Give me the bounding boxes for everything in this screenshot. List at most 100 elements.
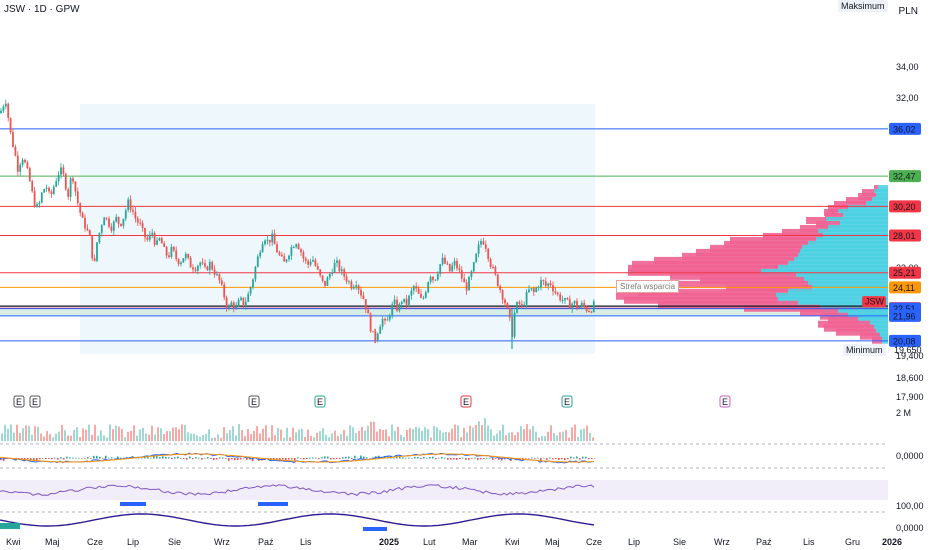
macd-histogram [369,458,371,459]
candle-body [60,167,62,175]
macd-histogram [237,458,239,461]
volume-bar [76,427,78,441]
volume-bar [592,437,594,441]
volume-bar [382,430,384,441]
candle-body [460,270,463,279]
macd-histogram [435,458,437,460]
candle-body [302,252,305,259]
x-axis-label: Lip [628,537,640,547]
candle-body [321,275,324,281]
vp-up-bar [798,300,888,308]
macd-histogram [102,458,104,459]
volume-bar [442,432,444,441]
vp-down-bar [628,264,778,272]
macd-histogram [99,456,101,459]
macd-histogram [459,458,461,460]
volume-bar [466,432,468,441]
macd-histogram [138,457,140,459]
candle-body [276,244,278,253]
level-badge-value: 20,08 [893,336,916,346]
macd-histogram [33,458,35,461]
vp-down-bar [846,197,872,205]
vp-up-bar [778,264,888,272]
candle-body [547,283,550,286]
candle-body [508,307,511,318]
vp-up-bar [788,288,888,296]
volume-bar [52,437,54,441]
macd-histogram [51,458,53,460]
volume-bar [502,424,504,441]
volume-bar [409,428,411,441]
vp-up-bar [828,224,888,232]
volume-bar [46,430,48,441]
volume-bar [448,432,450,441]
vp-up-bar [876,328,888,336]
macd-histogram [321,457,323,459]
macd-histogram [498,458,500,460]
volume-bar [439,430,441,441]
candle-body [76,191,79,204]
volume-bar [73,430,75,441]
candle-body [127,199,130,211]
earnings-marker [29,395,41,408]
volume-bar [361,426,363,441]
candle-body [556,292,559,295]
candle-body [266,239,269,241]
volume-bar [28,425,30,441]
volume-bar [1,433,3,441]
macd-histogram [183,458,185,459]
macd-histogram [120,457,122,459]
macd-histogram [60,457,62,459]
earnings-marker [13,395,25,408]
candle-body [163,243,166,247]
candle-body [50,191,53,194]
macd-histogram [540,458,542,461]
volume-bar [373,421,375,441]
vp-up-bar [808,280,888,288]
macd-histogram [525,458,527,459]
candle-body [132,209,134,212]
macd-histogram [309,457,311,459]
candle-body [225,297,228,308]
candle-body [475,253,478,263]
volume-bar [94,424,96,441]
volume-bar [118,426,120,441]
candle-body [55,181,58,187]
candle-body [45,187,48,190]
candle-body [496,274,499,286]
macd-histogram [114,457,116,459]
candle-body [0,110,2,114]
candle-body [122,218,125,226]
candle-body [573,300,576,304]
macd-histogram [492,458,494,461]
candle-body [360,289,362,296]
vp-up-bar [800,248,888,256]
macd-histogram [318,458,320,460]
earnings-marker-text: E [16,397,22,407]
candle-body [429,276,432,283]
candle-body [177,259,180,265]
macd-histogram [579,458,581,460]
candle-body [319,269,322,276]
macd-histogram [96,455,98,459]
macd-histogram [198,457,200,459]
macd-histogram [84,458,86,459]
volume-bar [166,431,168,441]
candle-body [391,304,394,316]
macd-histogram [267,457,269,459]
vp-down-bar [782,228,818,236]
macd-histogram [300,458,302,459]
candle-body [297,244,300,250]
candle-body [247,293,250,302]
macd-histogram [564,458,566,461]
x-axis-label: Sie [673,537,686,547]
rsi-band [0,480,888,500]
candle-body [422,297,425,299]
volume-bar [241,430,243,441]
x-axis-label: Wrz [714,537,730,547]
volume-bar [22,428,24,441]
macd-histogram [405,457,407,459]
vp-down-bar [834,201,866,209]
volume-bar [40,433,42,441]
